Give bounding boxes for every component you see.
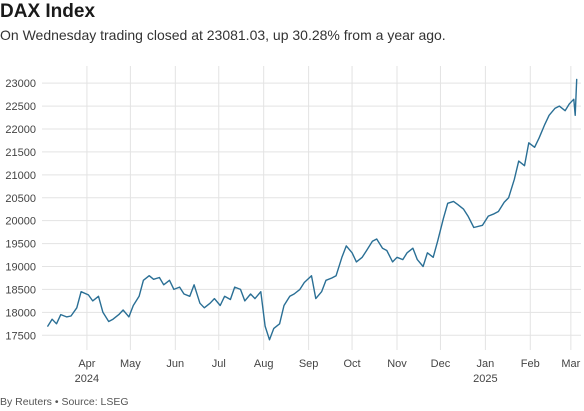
series-line-dax <box>47 78 578 341</box>
chart-subtitle: On Wednesday trading closed at 23081.03,… <box>0 27 446 43</box>
y-tick-label: 23000 <box>5 78 36 90</box>
x-tick-label: Apr <box>78 358 95 370</box>
x-tick-label: Dec <box>431 358 451 370</box>
chart-title: DAX Index <box>0 1 96 22</box>
y-tick-label: 18000 <box>5 307 36 319</box>
x-tick-label: Oct <box>344 358 361 370</box>
y-tick-label: 19000 <box>5 262 36 274</box>
y-tick-label: 22000 <box>5 124 36 136</box>
x-tick-label: Feb <box>521 358 540 370</box>
x-tick-year-label: 2025 <box>473 373 497 385</box>
y-tick-label: 22500 <box>5 101 36 113</box>
x-tick-label: Jun <box>166 358 184 370</box>
y-tick-label: 21500 <box>5 147 36 159</box>
source-credit: By Reuters • Source: LSEG <box>0 396 129 408</box>
x-tick-year-label: 2024 <box>75 373 99 385</box>
y-tick-label: 21000 <box>5 170 36 182</box>
y-tick-label: 18500 <box>5 284 36 296</box>
y-tick-label: 19500 <box>5 239 36 251</box>
series-layer <box>47 78 578 341</box>
x-tick-label: May <box>120 358 141 370</box>
x-tick-label: Jan <box>476 358 494 370</box>
y-tick-label: 20000 <box>5 216 36 228</box>
gridlines <box>42 66 581 350</box>
x-tick-label: Aug <box>254 358 274 370</box>
x-tick-label: Nov <box>387 358 407 370</box>
x-tick-label: Sep <box>299 358 319 370</box>
x-tick-label: Mar <box>561 358 580 370</box>
y-axis-ticks: 17500 18000 18500 19000 19500 20000 20500 21000… <box>5 78 36 342</box>
x-tick-label: Jul <box>212 358 226 370</box>
x-axis-ticks: Apr 2024 May Jun Jul Aug Sep Oct Nov Dec Jan 2025 Fe… <box>75 358 581 385</box>
y-tick-label: 17500 <box>5 330 36 342</box>
y-tick-label: 20500 <box>5 193 36 205</box>
